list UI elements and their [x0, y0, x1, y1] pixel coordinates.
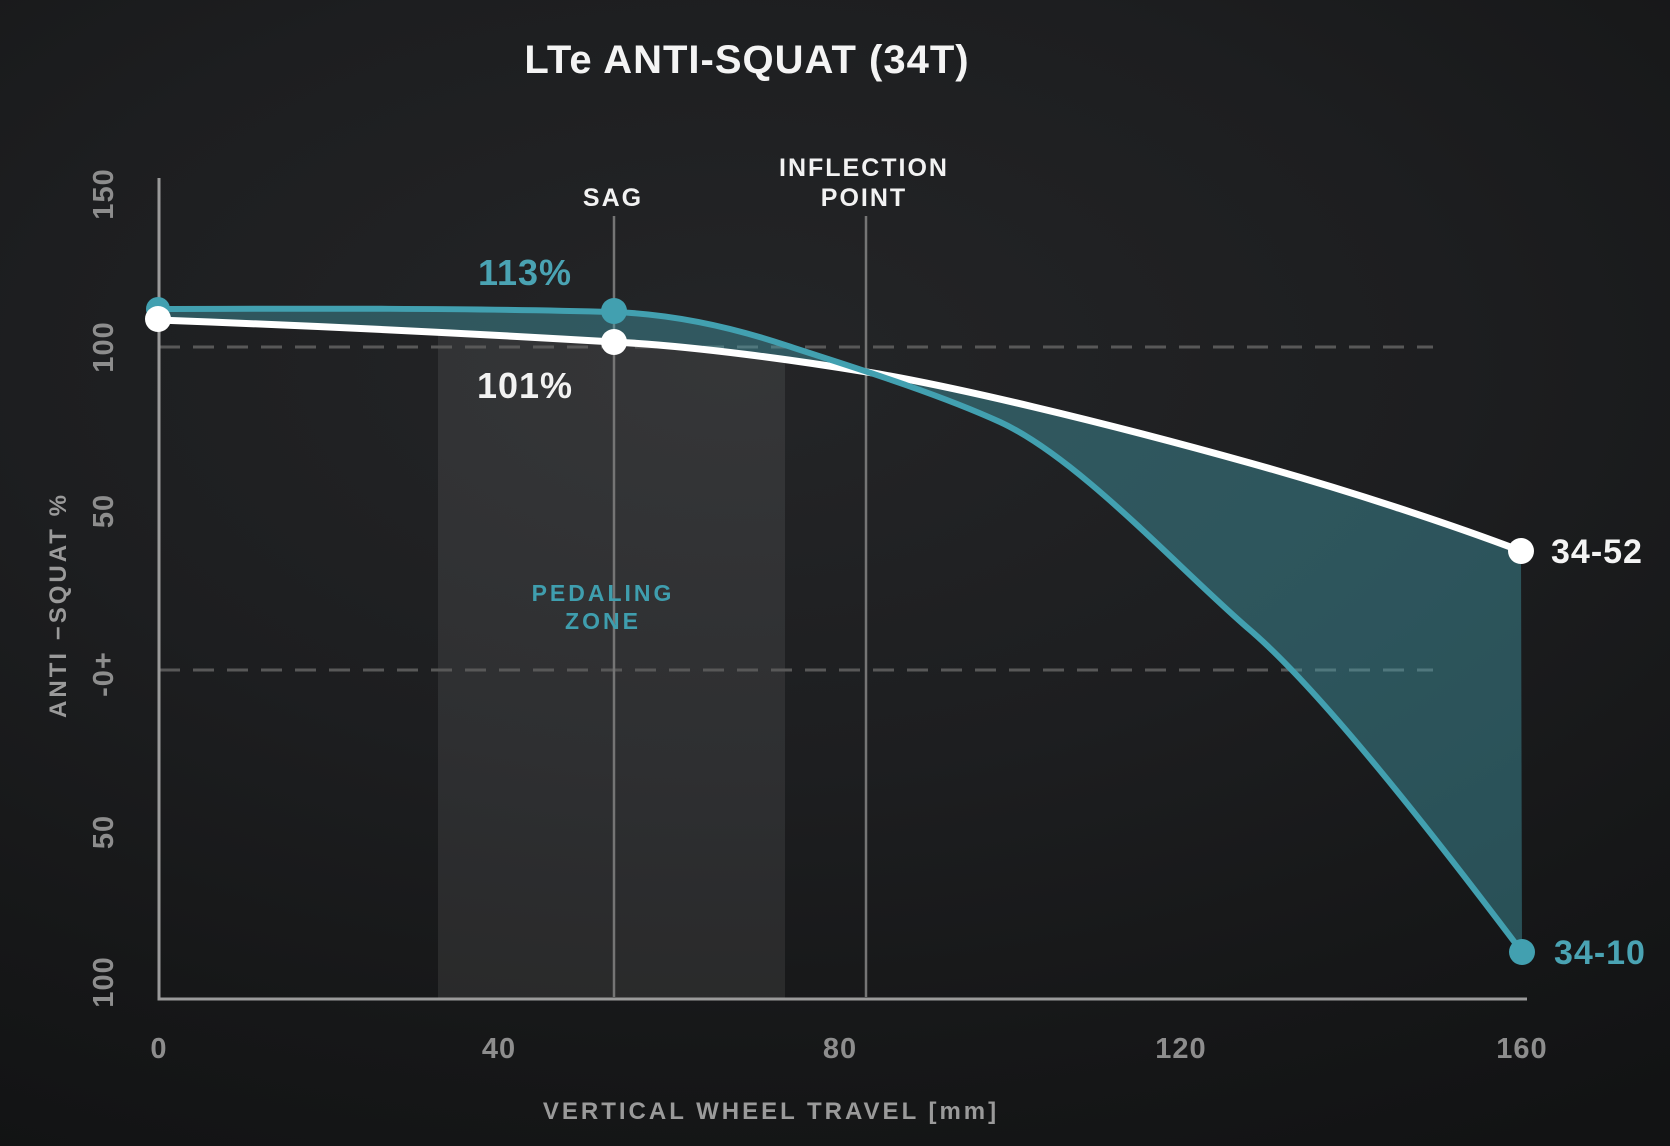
inflection-label-line1: INFLECTION — [779, 154, 949, 182]
series-label-34-10: 34-10 — [1554, 934, 1646, 972]
x-tick-0: 0 — [150, 1033, 167, 1065]
white-end-dot — [1508, 538, 1534, 564]
between-curves-fill — [158, 308, 1522, 953]
y-tick-50: 50 — [88, 494, 120, 528]
teal-end-dot — [1509, 939, 1535, 965]
pedaling-zone-label-line1: PEDALING — [532, 580, 675, 606]
teal-sag-dot — [601, 298, 627, 324]
y-tick-100: 100 — [88, 321, 120, 372]
chart-title: LTe ANTI-SQUAT (34T) — [524, 38, 969, 82]
y-axis-title: ANTI −SQUAT % — [45, 492, 72, 718]
teal-sag-value-label: 113% — [478, 252, 572, 293]
x-axis-title: VERTICAL WHEEL TRAVEL [mm] — [543, 1098, 999, 1125]
y-tick-neg-50: 50 — [88, 815, 120, 849]
y-tick-neg-100: 100 — [88, 956, 120, 1007]
y-tick-150: 150 — [88, 168, 120, 219]
pedaling-zone-region — [438, 333, 785, 998]
sag-label: SAG — [583, 184, 643, 212]
series-label-34-52: 34-52 — [1551, 533, 1643, 571]
curve-34-10 — [155, 305, 1525, 955]
white-sag-dot — [601, 329, 627, 355]
x-tick-80: 80 — [823, 1033, 857, 1065]
white-sag-value-label: 101% — [477, 365, 573, 406]
y-tick-zero: -0+ — [88, 651, 120, 697]
x-tick-40: 40 — [482, 1033, 516, 1065]
x-tick-160: 160 — [1496, 1033, 1547, 1065]
x-tick-120: 120 — [1155, 1033, 1206, 1065]
inflection-label-line2: POINT — [821, 184, 907, 212]
white-start-dot — [145, 306, 171, 332]
pedaling-zone-label-line2: ZONE — [565, 608, 641, 634]
